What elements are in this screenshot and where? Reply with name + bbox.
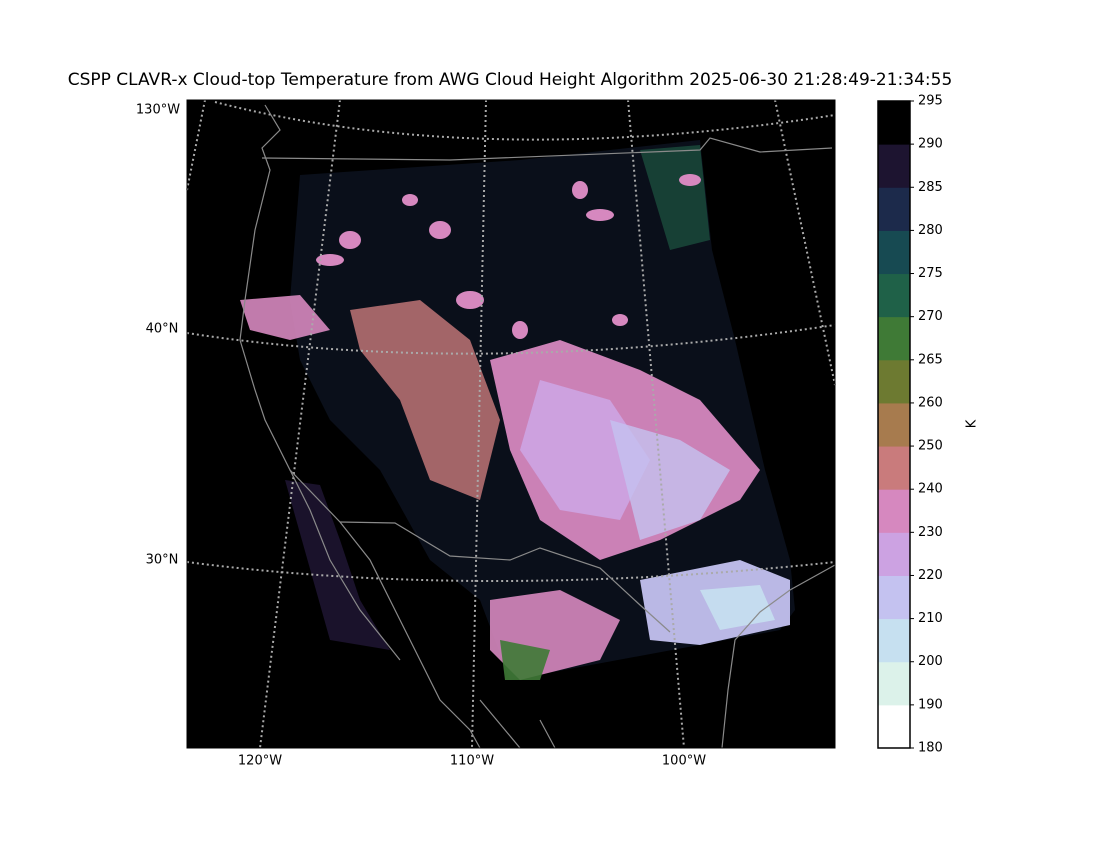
colorbar-tick-label: 190	[918, 697, 943, 712]
lat-label: 40°N	[146, 322, 179, 337]
cloud-cell	[512, 321, 528, 339]
colorbar-segment	[878, 316, 910, 361]
colorbar-tick-label: 200	[918, 654, 943, 669]
cloud-cell	[612, 314, 628, 326]
lat-label: 130°W	[136, 103, 180, 118]
map-frame	[186, 99, 836, 749]
parallel	[186, 561, 836, 582]
colorbar-segment	[878, 144, 910, 188]
coastline	[479, 699, 556, 749]
cloud-cell	[572, 181, 588, 199]
colorbar-segment	[878, 101, 910, 145]
cloud-cell	[679, 174, 701, 186]
coastline	[239, 104, 481, 749]
colorbar-tick-label: 180	[918, 741, 943, 756]
meridian	[471, 99, 487, 749]
map-title: CSPP CLAVR-x Cloud-top Temperature from …	[68, 70, 953, 90]
colorbar-tick-label: 250	[918, 439, 943, 454]
colorbar-tick-label: 240	[918, 482, 943, 497]
graticule	[186, 99, 836, 749]
cloud-area	[640, 145, 710, 250]
colorbar-tick-label: 210	[918, 611, 943, 626]
cloud-cell	[402, 194, 418, 206]
colorbar-segment	[878, 446, 910, 490]
colorbar-tick-label: 260	[918, 395, 943, 410]
colorbar-label: K	[965, 419, 980, 428]
cloud-cell	[429, 221, 451, 239]
colorbar-segment	[878, 187, 910, 231]
cloud-cell	[586, 209, 614, 221]
cloud-area	[700, 585, 775, 630]
cloud-cell	[316, 254, 344, 266]
coastlines	[239, 104, 836, 749]
border	[261, 137, 833, 161]
parallel	[186, 324, 836, 355]
colorbar-segment	[878, 575, 910, 620]
colorbar-tick-label: 290	[918, 137, 943, 152]
colorbar-tick-label: 280	[918, 223, 943, 238]
colorbar-tick-label: 285	[918, 180, 943, 195]
meridian	[774, 99, 836, 386]
colorbar-tick-label: 265	[918, 352, 943, 367]
lon-label: 120°W	[238, 754, 282, 769]
colorbar-tick-label: 230	[918, 525, 943, 540]
colorbar-tick-label: 220	[918, 568, 943, 583]
colorbar-frame	[877, 100, 911, 749]
colorbar-segment	[878, 402, 910, 447]
colorbar-segment	[878, 618, 910, 663]
cloud-area	[500, 640, 550, 680]
colorbar-segment	[878, 230, 910, 275]
meridian	[627, 99, 685, 749]
coastline	[721, 564, 836, 749]
colorbar-segment	[878, 273, 910, 318]
meridian	[259, 99, 341, 749]
cloud-cell	[339, 231, 361, 249]
colorbar: 180 190 200 210 220 230 240 250 260 265 270 275 280 2…	[877, 94, 943, 756]
cloud-cell	[456, 291, 484, 309]
lat-label: 30°N	[146, 553, 179, 568]
border	[339, 521, 671, 633]
colorbar-tick-label: 270	[918, 309, 943, 324]
cloud-area	[520, 380, 650, 520]
meridian	[186, 99, 206, 191]
parallel	[214, 101, 836, 141]
cloud-area	[240, 295, 330, 340]
colorbar-segment	[878, 704, 910, 749]
colorbar-segment	[878, 489, 910, 533]
colorbar-tick-label: 275	[918, 266, 943, 281]
colorbar-segment	[878, 359, 910, 404]
cloud-area	[285, 480, 390, 650]
colorbar-segment	[878, 661, 910, 706]
lon-label: 100°W	[662, 754, 706, 769]
cloud-area	[350, 300, 500, 500]
cloud-area	[610, 420, 730, 540]
coastline	[289, 469, 401, 661]
cloud-field	[240, 140, 795, 680]
lon-label: 110°W	[450, 754, 494, 769]
colorbar-segment	[878, 532, 910, 576]
colorbar-tick-label: 295	[918, 94, 943, 109]
